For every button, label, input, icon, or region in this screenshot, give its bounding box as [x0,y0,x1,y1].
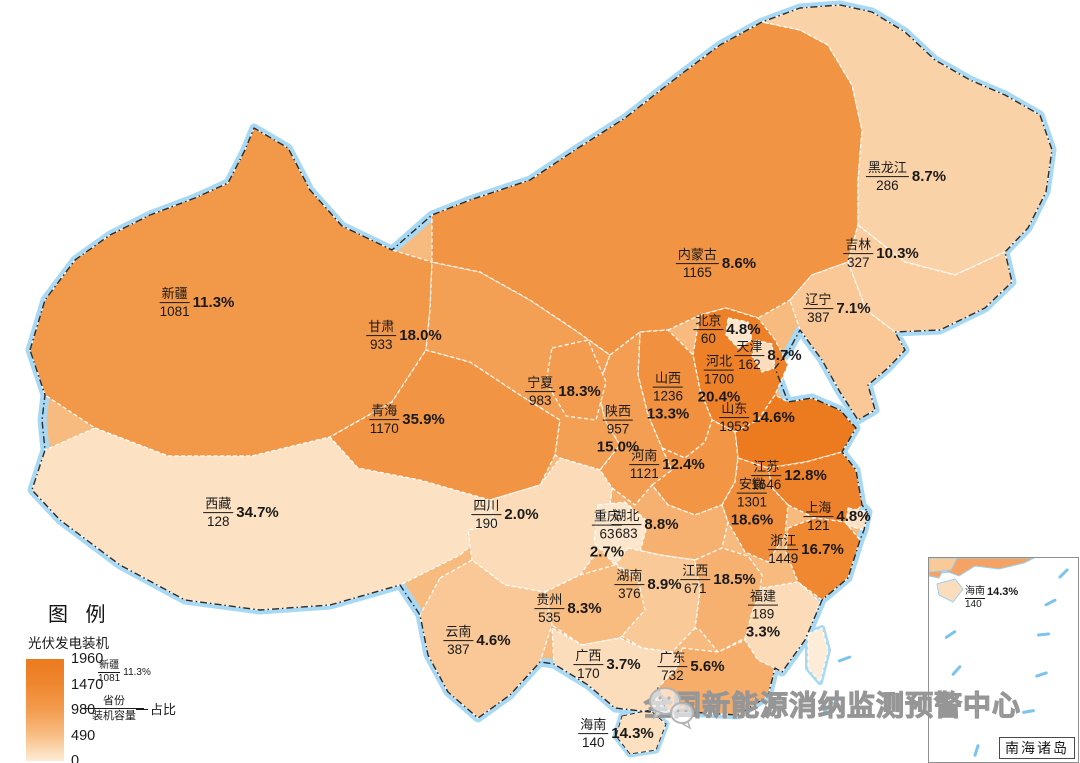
legend-formula-share-label: 占比 [136,699,176,718]
inset-hainan-name: 海南 [965,586,985,599]
region-tianjin [751,339,776,373]
region-yunnan [419,559,553,719]
legend-title: 图 例 [48,604,112,626]
region-beijing [725,317,753,349]
inset-hainan-value: 140 [965,598,982,610]
region-guizhou [544,564,646,646]
province-regions-layer [29,4,1053,755]
legend-formula-numerator: 省份 [84,694,144,710]
legend-subtitle: 光伏发电装机 [28,636,109,651]
legend-example: 新疆 1081 11.3% [98,660,151,685]
region-heilongjiang [761,4,1053,276]
region-guangdong [657,639,776,716]
legend-formula: 省份 装机容量 占比 [84,694,176,724]
legend-example-province: 新疆 [98,660,121,673]
nine-dash-segment [944,629,957,640]
inset-hainan-label: 海南 14.3% 140 [965,586,1018,610]
region-zhejiang [785,517,861,601]
legend-example-share: 11.3% [123,667,151,678]
inset-hainan-share: 14.3% [987,586,1019,598]
nine-dash-segment [1021,708,1036,715]
legend-tick-labels: 1960 1470 980 490 0 [71,651,107,763]
legend-tick: 1960 [71,651,104,667]
national-border [29,4,1053,719]
legend: 图 例 光伏发电装机 1960 1470 980 490 0 [26,598,236,763]
nine-dash-segment [951,664,962,677]
region-shandong [734,394,857,469]
inset-title: 南海诸岛 [999,737,1075,759]
region-neimenggu [431,21,863,356]
region-shanghai [845,507,869,531]
nine-dash-segment [1034,671,1049,678]
region-shanxi [637,329,713,459]
legend-tick: 0 [71,753,80,763]
south-china-sea-inset: 海南 14.3% 140 南海诸岛 [928,557,1079,763]
region-ningxia [545,339,607,421]
legend-gradient-bar [26,659,64,761]
legend-formula-denominator: 装机容量 [92,710,136,723]
legend-tick: 490 [71,727,96,744]
legend-example-capacity: 1081 [98,673,121,684]
nine-dash-segment [973,743,980,758]
nine-dash-segment [1036,632,1051,637]
region-anhui [721,457,789,563]
region-jiangxi [694,547,763,653]
region-sichuan [467,457,613,593]
inset-coastline [929,558,1035,603]
legend-tick: 980 [71,702,96,718]
region-taiwan [807,627,829,683]
legend-tick: 1470 [71,676,104,693]
